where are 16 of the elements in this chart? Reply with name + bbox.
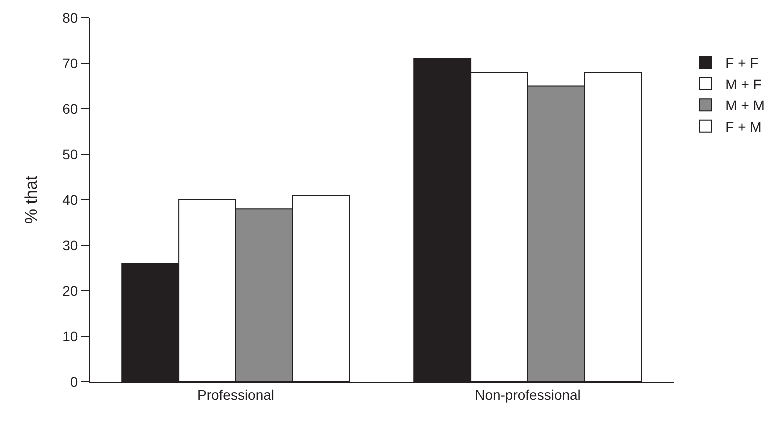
y-tick-label: 50 bbox=[62, 146, 78, 162]
y-tick-label: 60 bbox=[62, 100, 78, 117]
y-axis-title: % that bbox=[22, 176, 42, 224]
legend-label: M + M bbox=[726, 98, 765, 114]
y-tick-label: 30 bbox=[62, 237, 78, 254]
legend-label: F + F bbox=[726, 55, 759, 72]
legend-label: F + M bbox=[726, 118, 762, 135]
y-tick-label: 70 bbox=[62, 55, 78, 72]
y-tick-label: 40 bbox=[62, 192, 78, 208]
y-tick-label: 0 bbox=[70, 374, 78, 390]
x-tick-label: Non-professional bbox=[475, 386, 581, 403]
y-tick-label: 80 bbox=[62, 10, 78, 26]
legend-label: M + F bbox=[726, 76, 762, 92]
y-tick-label: 20 bbox=[62, 282, 78, 299]
y-tick-label: 10 bbox=[62, 328, 78, 344]
x-tick-label: Professional bbox=[197, 386, 275, 403]
